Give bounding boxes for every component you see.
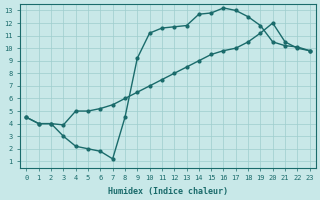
X-axis label: Humidex (Indice chaleur): Humidex (Indice chaleur) (108, 187, 228, 196)
